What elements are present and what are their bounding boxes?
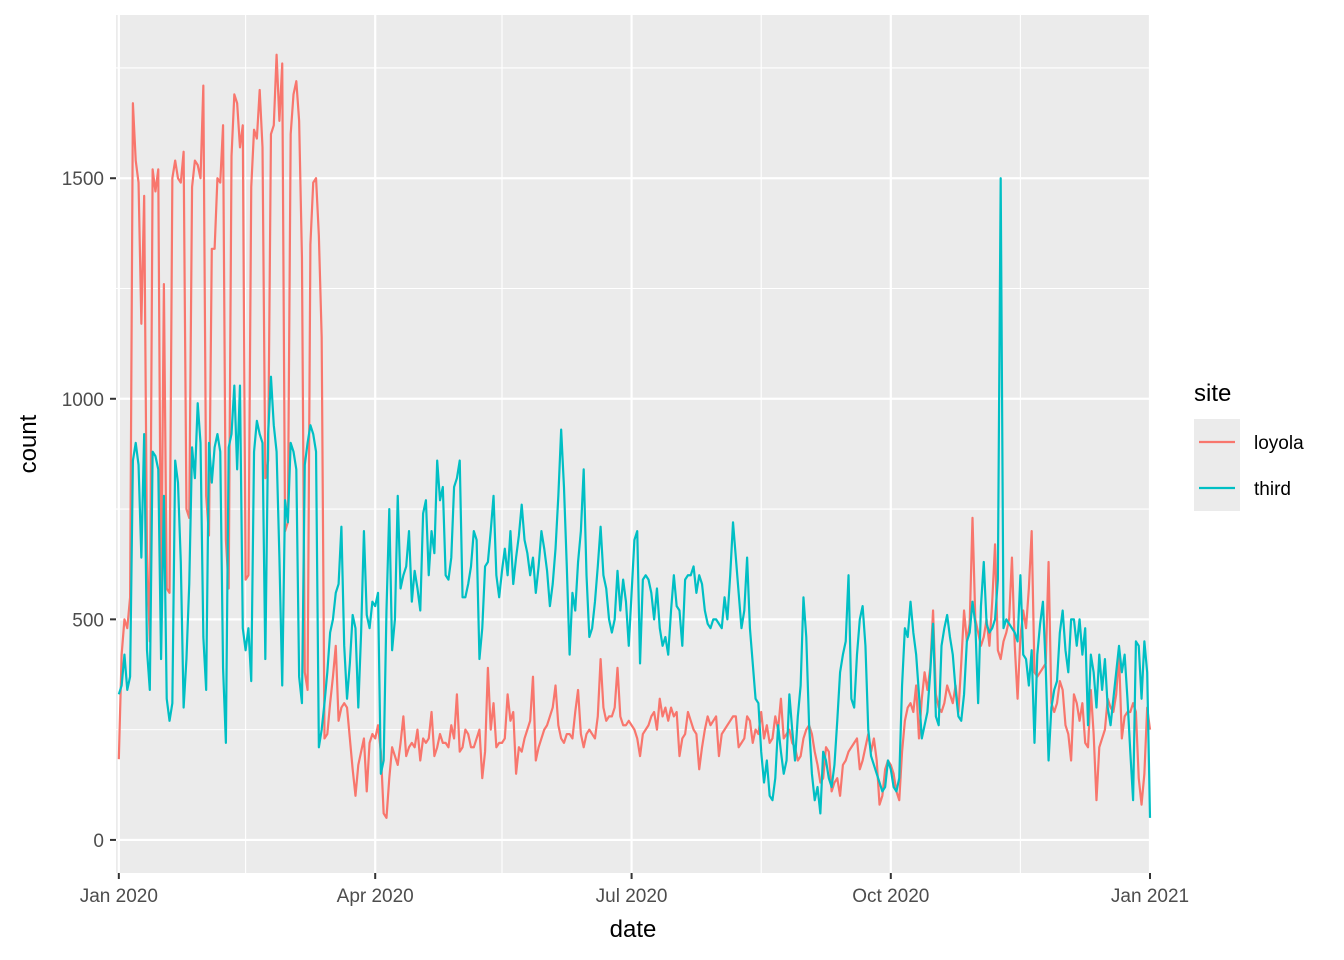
y-axis: 0 500 1000 1500: [62, 169, 116, 852]
x-axis-title: date: [610, 916, 657, 943]
series-lines: [117, 53, 1152, 819]
x-axis: Jan 2020 Apr 2020 Jul 2020 Oct 2020 Jan 2021: [80, 873, 1189, 907]
legend-label-third: third: [1254, 479, 1291, 500]
x-tick-label: Apr 2020: [337, 886, 414, 907]
legend-title: site: [1194, 380, 1231, 407]
x-tick-label: Jan 2020: [80, 886, 158, 907]
x-tick-label: Jan 2021: [1111, 886, 1189, 907]
legend: site loyola third: [1194, 380, 1304, 511]
y-tick-label: 1000: [62, 390, 104, 411]
x-tick-label: Oct 2020: [852, 886, 929, 907]
y-tick-label: 500: [72, 610, 104, 631]
y-tick-label: 0: [93, 831, 104, 852]
legend-keys: loyola third: [1194, 419, 1304, 511]
series-line-third: [117, 177, 1152, 818]
minor-gridlines: [116, 15, 1150, 873]
y-axis-title: count: [15, 414, 42, 473]
legend-label-loyola: loyola: [1254, 433, 1304, 454]
y-tick-label: 1500: [62, 169, 104, 190]
series-line-loyola: [117, 53, 1152, 819]
x-tick-label: Jul 2020: [596, 886, 668, 907]
